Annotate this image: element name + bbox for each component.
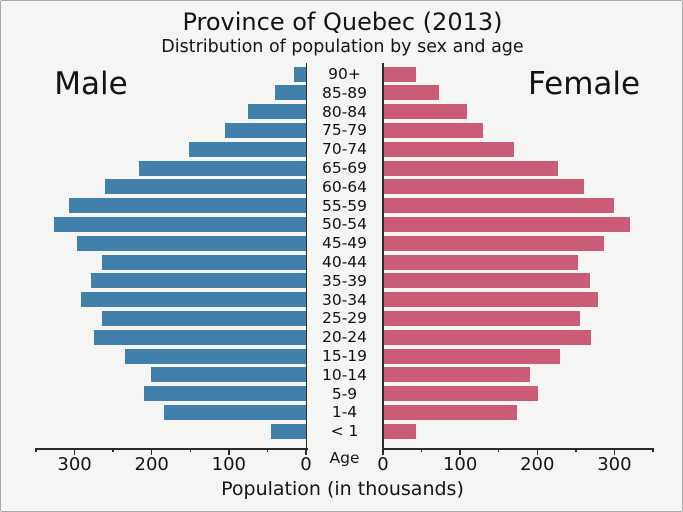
x-tick-label-right: 200 bbox=[520, 454, 555, 475]
female-bar bbox=[383, 386, 539, 402]
male-bar bbox=[164, 404, 306, 420]
female-bar bbox=[383, 198, 615, 214]
male-bar bbox=[101, 254, 306, 270]
age-group-label: 45-49 bbox=[321, 234, 368, 253]
age-axis-title: Age bbox=[329, 449, 360, 467]
male-bar bbox=[275, 85, 306, 101]
age-group-label: 15-19 bbox=[321, 346, 368, 365]
x-tick-label-right: 300 bbox=[597, 454, 632, 475]
female-bar bbox=[383, 104, 468, 120]
right-plot-spine bbox=[382, 63, 384, 448]
age-group-label: 30-34 bbox=[321, 290, 368, 309]
female-bar bbox=[383, 423, 417, 439]
x-tick-minor-left bbox=[266, 448, 269, 452]
male-bar bbox=[271, 423, 306, 439]
age-group-label: 60-64 bbox=[321, 177, 368, 196]
age-group-label: 25-29 bbox=[321, 309, 368, 328]
male-bar bbox=[144, 386, 306, 402]
x-tick-major-right bbox=[536, 448, 539, 455]
x-tick-major-right bbox=[459, 448, 461, 455]
male-bar bbox=[76, 235, 306, 251]
age-group-label: 50-54 bbox=[321, 215, 368, 234]
female-bar bbox=[383, 348, 560, 364]
x-tick-major-left bbox=[305, 448, 307, 455]
male-bar bbox=[80, 292, 306, 308]
age-group-label: 70-74 bbox=[321, 140, 368, 159]
male-bar bbox=[150, 367, 306, 383]
female-bar bbox=[383, 85, 440, 101]
age-group-label: 75-79 bbox=[321, 121, 368, 140]
age-group-label: 65-69 bbox=[321, 158, 368, 177]
age-group-label: 10-14 bbox=[321, 365, 368, 384]
age-group-label: 20-24 bbox=[321, 328, 368, 347]
male-bar bbox=[53, 216, 306, 232]
x-tick-minor-left bbox=[112, 448, 114, 452]
female-bar bbox=[383, 179, 584, 195]
female-series-label: Female bbox=[528, 66, 641, 102]
x-tick-label-left: 300 bbox=[57, 454, 92, 475]
x-tick-label-right: 0 bbox=[377, 454, 389, 475]
female-bar bbox=[383, 310, 581, 326]
female-bar bbox=[383, 367, 531, 383]
x-tick-minor-right bbox=[575, 448, 577, 452]
age-group-label: 35-39 bbox=[321, 271, 368, 290]
x-tick-minor-left bbox=[35, 448, 37, 452]
female-bar bbox=[383, 66, 417, 82]
x-axis-line-left bbox=[36, 448, 308, 450]
male-bar bbox=[104, 179, 306, 195]
x-axis-title: Population (in thousands) bbox=[221, 478, 464, 500]
age-group-label: 85-89 bbox=[321, 83, 368, 102]
female-bar bbox=[383, 216, 630, 232]
age-group-label: 55-59 bbox=[321, 196, 368, 215]
female-bar bbox=[383, 122, 484, 138]
female-bar bbox=[383, 254, 579, 270]
x-tick-label-left: 0 bbox=[300, 454, 312, 475]
age-group-label: < 1 bbox=[330, 422, 359, 441]
male-bar bbox=[90, 273, 306, 289]
male-bar bbox=[69, 198, 306, 214]
male-bar bbox=[93, 329, 306, 345]
age-group-label: 90+ bbox=[328, 64, 361, 83]
female-bar bbox=[383, 292, 599, 308]
x-tick-label-right: 100 bbox=[442, 454, 478, 475]
male-bar bbox=[225, 122, 306, 138]
male-bar bbox=[139, 160, 306, 176]
male-series-label: Male bbox=[54, 66, 128, 102]
female-bar bbox=[383, 141, 515, 157]
age-group-label: 80-84 bbox=[321, 102, 368, 121]
female-bar bbox=[383, 235, 605, 251]
x-tick-label-left: 100 bbox=[211, 454, 247, 475]
x-axis-line-right bbox=[383, 448, 653, 450]
female-bar bbox=[383, 160, 559, 176]
age-group-label: 1-4 bbox=[331, 403, 358, 422]
female-bar bbox=[383, 404, 518, 420]
x-tick-major-right bbox=[613, 448, 616, 455]
x-tick-minor-left bbox=[189, 448, 192, 452]
male-bar bbox=[124, 348, 306, 364]
left-plot-spine bbox=[305, 63, 307, 448]
female-bar bbox=[383, 273, 590, 289]
x-tick-minor-right bbox=[497, 448, 500, 452]
male-bar bbox=[101, 310, 306, 326]
x-tick-major-left bbox=[150, 448, 153, 455]
chart-subtitle: Distribution of population by sex and ag… bbox=[161, 37, 524, 57]
male-bar bbox=[188, 141, 306, 157]
x-tick-minor-right bbox=[652, 448, 654, 452]
chart-title: Province of Quebec (2013) bbox=[182, 8, 503, 36]
age-group-label: 40-44 bbox=[321, 252, 368, 271]
x-tick-major-left bbox=[73, 448, 76, 455]
age-group-label: 5-9 bbox=[331, 384, 358, 403]
x-tick-minor-right bbox=[420, 448, 423, 452]
female-bar bbox=[383, 329, 592, 345]
x-tick-major-right bbox=[382, 448, 384, 455]
male-bar bbox=[294, 66, 306, 82]
male-bar bbox=[248, 104, 306, 120]
x-tick-label-left: 200 bbox=[134, 454, 169, 475]
x-tick-major-left bbox=[228, 448, 230, 455]
